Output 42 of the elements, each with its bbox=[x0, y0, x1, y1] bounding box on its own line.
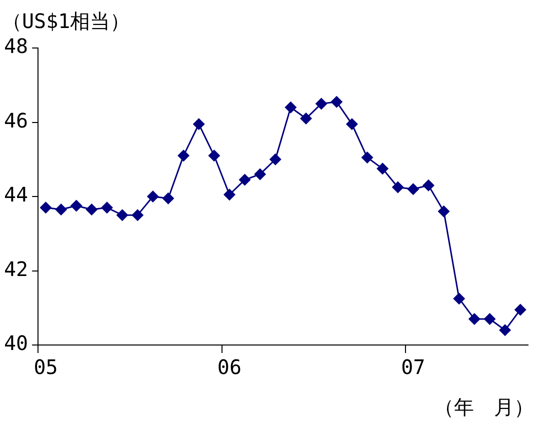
point bbox=[116, 209, 128, 222]
y-axis-title: （US$1相当） bbox=[2, 8, 130, 35]
point bbox=[468, 313, 480, 326]
point bbox=[453, 292, 466, 305]
point bbox=[346, 118, 358, 130]
point bbox=[223, 188, 236, 201]
y-tick-label: 40 bbox=[4, 331, 28, 356]
point bbox=[484, 313, 496, 326]
point bbox=[514, 304, 526, 316]
point bbox=[438, 205, 450, 218]
point bbox=[499, 324, 512, 336]
point bbox=[407, 183, 420, 196]
point bbox=[192, 118, 205, 130]
point bbox=[422, 179, 434, 192]
point bbox=[392, 181, 404, 194]
point bbox=[178, 150, 190, 162]
point bbox=[70, 200, 82, 212]
point bbox=[330, 96, 343, 108]
point bbox=[254, 168, 266, 180]
point bbox=[300, 112, 312, 125]
point bbox=[146, 190, 159, 202]
x-axis-title: （年 月） bbox=[434, 394, 534, 421]
y-tick-label: 46 bbox=[4, 108, 28, 132]
point bbox=[40, 202, 52, 214]
y-tick-label: 48 bbox=[4, 34, 28, 58]
point bbox=[269, 153, 282, 166]
x-tick-label: 06 bbox=[217, 355, 242, 380]
point bbox=[376, 162, 389, 175]
point bbox=[208, 150, 220, 162]
point bbox=[132, 209, 144, 222]
point bbox=[100, 202, 113, 214]
point bbox=[284, 101, 297, 114]
point bbox=[315, 98, 328, 110]
y-tick-label: 44 bbox=[4, 182, 28, 207]
point bbox=[86, 203, 98, 216]
y-tick-label: 42 bbox=[4, 256, 28, 281]
point bbox=[55, 203, 68, 216]
point bbox=[238, 174, 251, 186]
x-tick-label: 05 bbox=[34, 355, 58, 380]
point bbox=[162, 192, 174, 204]
point bbox=[361, 152, 374, 164]
x-tick-label: 07 bbox=[401, 355, 426, 380]
